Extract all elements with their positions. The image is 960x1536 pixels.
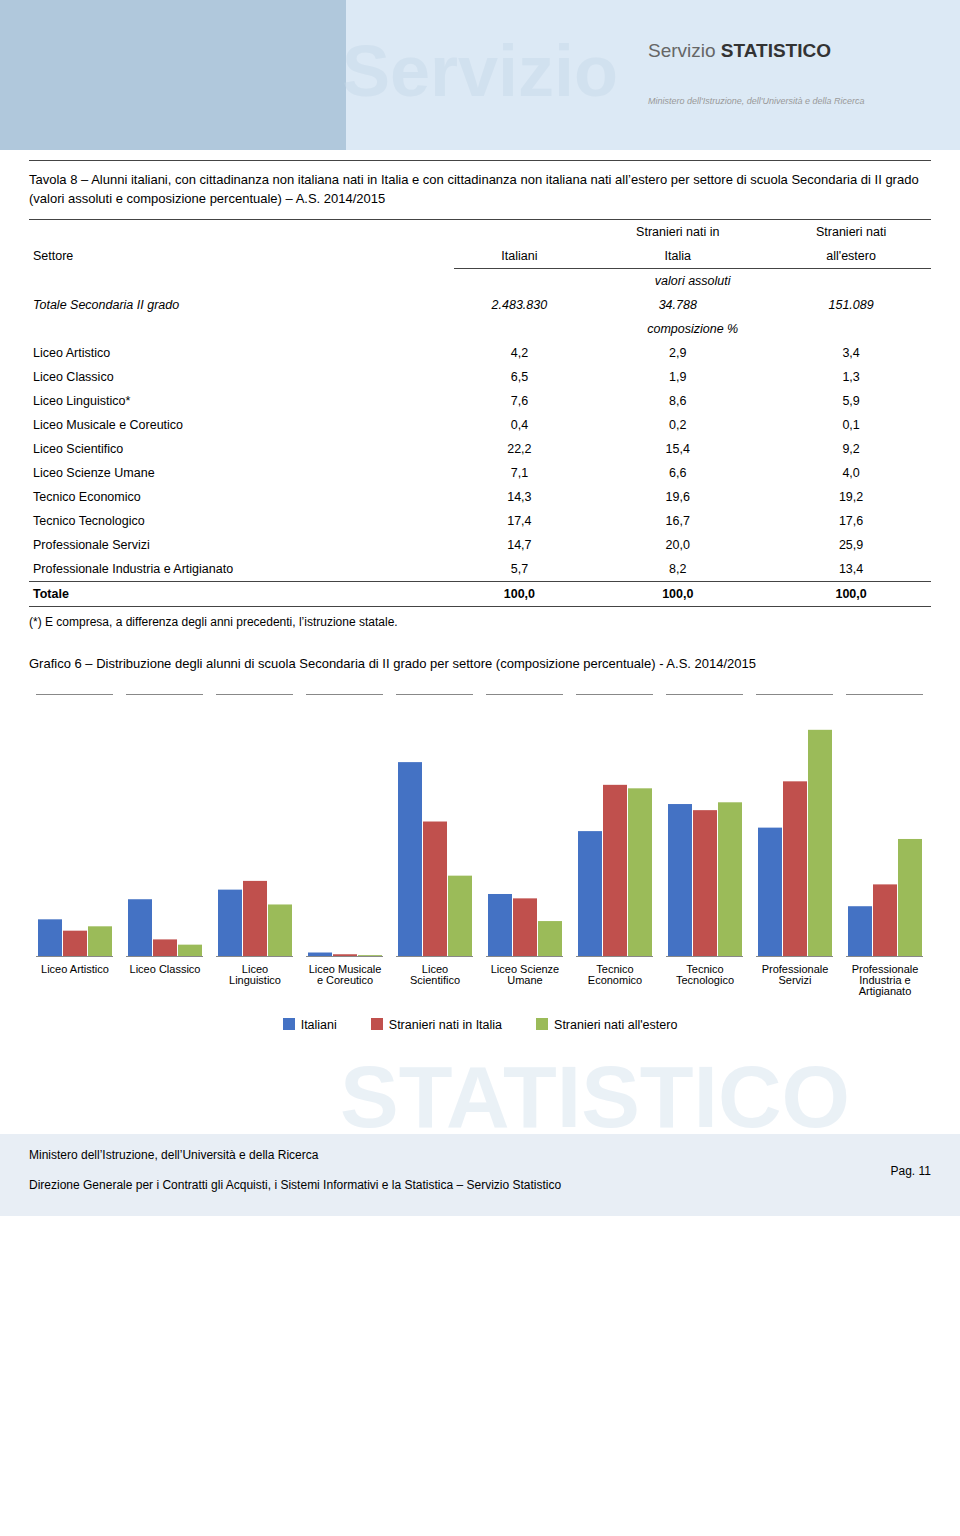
html-text:Servizio STATISTICO: Servizio STATISTICO <box>648 40 831 61</box>
html-text:STATISTICO: STATISTICO <box>340 1046 850 1146</box>
html-text:Grafico 6 – Distribuzione degl: Grafico 6 – Distribuzione degli alunni d… <box>29 655 756 671</box>
html-text:25,9: 25,9 <box>838 537 864 552</box>
html-text:Stranieri nati all'estero: Stranieri nati all'estero <box>554 1017 678 1032</box>
html-text:14,7: 14,7 <box>507 537 532 552</box>
html-text:Stranieri nati in Italia: Stranieri nati in Italia <box>388 1017 503 1032</box>
svg-text:LiceoScientifico: LiceoScientifico <box>410 963 460 986</box>
html-text:Liceo Musicale e Coreutico: Liceo Musicale e Coreutico <box>33 417 184 432</box>
html-text:22,2: 22,2 <box>507 441 532 456</box>
html-text:Liceo Artistico: Liceo Artistico <box>33 345 111 360</box>
html-text:Totale Secondaria II grado: Totale Secondaria II grado <box>33 297 180 312</box>
html-text:Liceo Linguistico*: Liceo Linguistico* <box>33 393 131 408</box>
html-text:valori assoluti: valori assoluti <box>654 273 731 288</box>
html-text:6,5: 6,5 <box>510 369 529 384</box>
html-text:Ministero dell'Istruzione, del: Ministero dell'Istruzione, dell'Universi… <box>648 96 865 106</box>
html-text:100,0: 100,0 <box>835 586 867 601</box>
html-text:8,2: 8,2 <box>669 561 687 576</box>
html-text:20,0: 20,0 <box>665 537 690 552</box>
html-text:0,4: 0,4 <box>510 417 529 432</box>
html-text:all'estero: all'estero <box>826 248 876 263</box>
html-text:(*) E compresa, a differenza d: (*) E compresa, a differenza degli anni … <box>29 614 398 629</box>
html-text:Stranieri nati: Stranieri nati <box>816 224 887 239</box>
svg-text:Liceo Artistico: Liceo Artistico <box>41 963 109 975</box>
html-text:15,4: 15,4 <box>665 441 690 456</box>
html-text:7,1: 7,1 <box>510 465 529 480</box>
html-text:17,4: 17,4 <box>507 513 532 528</box>
svg-text:TecnicoTecnologico: TecnicoTecnologico <box>676 963 734 986</box>
html-text:100,0: 100,0 <box>662 586 694 601</box>
svg-text:LiceoLinguistico: LiceoLinguistico <box>229 963 281 986</box>
html-text:1,3: 1,3 <box>842 369 860 384</box>
html-text:Professionale Servizi: Professionale Servizi <box>33 537 150 552</box>
html-text:2.483.830: 2.483.830 <box>491 297 548 312</box>
html-text:Italiani: Italiani <box>501 248 538 263</box>
html-text:Tecnico Tecnologico: Tecnico Tecnologico <box>33 513 145 528</box>
html-text:Totale: Totale <box>33 586 69 601</box>
html-text:Stranieri nati in: Stranieri nati in <box>636 224 720 239</box>
html-text:3,4: 3,4 <box>842 345 860 360</box>
html-text:Tavola 8 – Alunni italiani, co: Tavola 8 – Alunni italiani, con cittadin… <box>29 172 919 206</box>
html-text:Liceo Scienze Umane: Liceo Scienze Umane <box>33 465 155 480</box>
html-text:1,9: 1,9 <box>669 369 687 384</box>
svg-text:Liceo ScienzeUmane: Liceo ScienzeUmane <box>491 963 560 986</box>
html-text:2,9: 2,9 <box>669 345 687 360</box>
html-text:151.089: 151.089 <box>828 297 874 312</box>
svg-text:TecnicoEconomico: TecnicoEconomico <box>588 963 642 986</box>
svg-text:ProfessionaleServizi: ProfessionaleServizi <box>762 963 829 986</box>
html-text:8,6: 8,6 <box>669 393 687 408</box>
html-text:Ministero dell’Istruzione, del: Ministero dell’Istruzione, dell’Universi… <box>29 1147 319 1162</box>
html-text:6,6: 6,6 <box>669 465 687 480</box>
html-text:4,2: 4,2 <box>510 345 529 360</box>
html-text:5,9: 5,9 <box>842 393 860 408</box>
html-text:5,7: 5,7 <box>510 561 529 576</box>
html-text:Tecnico Economico: Tecnico Economico <box>33 489 141 504</box>
html-text:100,0: 100,0 <box>503 586 535 601</box>
html-text:13,4: 13,4 <box>838 561 864 576</box>
html-text:Settore: Settore <box>33 248 74 263</box>
html-text:Italia: Italia <box>664 248 691 263</box>
html-text:Servizio: Servizio <box>341 31 619 111</box>
html-text:34.788: 34.788 <box>658 297 697 312</box>
html-text:0,2: 0,2 <box>669 417 687 432</box>
html-text:Professionale Industria e Arti: Professionale Industria e Artigianato <box>33 561 234 576</box>
html-text:19,6: 19,6 <box>665 489 690 504</box>
html-text:Liceo Scientifico: Liceo Scientifico <box>33 441 124 456</box>
html-text:Pag. 11: Pag. 11 <box>890 1163 931 1178</box>
html-text:Liceo Classico: Liceo Classico <box>33 369 114 384</box>
html-text:14,3: 14,3 <box>507 489 532 504</box>
html-text:Italiani: Italiani <box>300 1017 337 1032</box>
html-text:0,1: 0,1 <box>842 417 860 432</box>
svg-text:Liceo Classico: Liceo Classico <box>130 963 201 975</box>
html-text:16,7: 16,7 <box>665 513 690 528</box>
html-text:4,0: 4,0 <box>842 465 860 480</box>
html-text:7,6: 7,6 <box>510 393 529 408</box>
html-text:Direzione Generale per i Contr: Direzione Generale per i Contratti gli A… <box>29 1177 562 1192</box>
html-text:9,2: 9,2 <box>842 441 860 456</box>
html-text:17,6: 17,6 <box>838 513 864 528</box>
html-text:composizione %: composizione % <box>647 321 739 336</box>
svg-text:Liceo Musicalee Coreutico: Liceo Musicalee Coreutico <box>309 963 382 986</box>
svg-text:ProfessionaleIndustria eArtigi: ProfessionaleIndustria eArtigianato <box>852 963 919 997</box>
html-text:19,2: 19,2 <box>838 489 864 504</box>
